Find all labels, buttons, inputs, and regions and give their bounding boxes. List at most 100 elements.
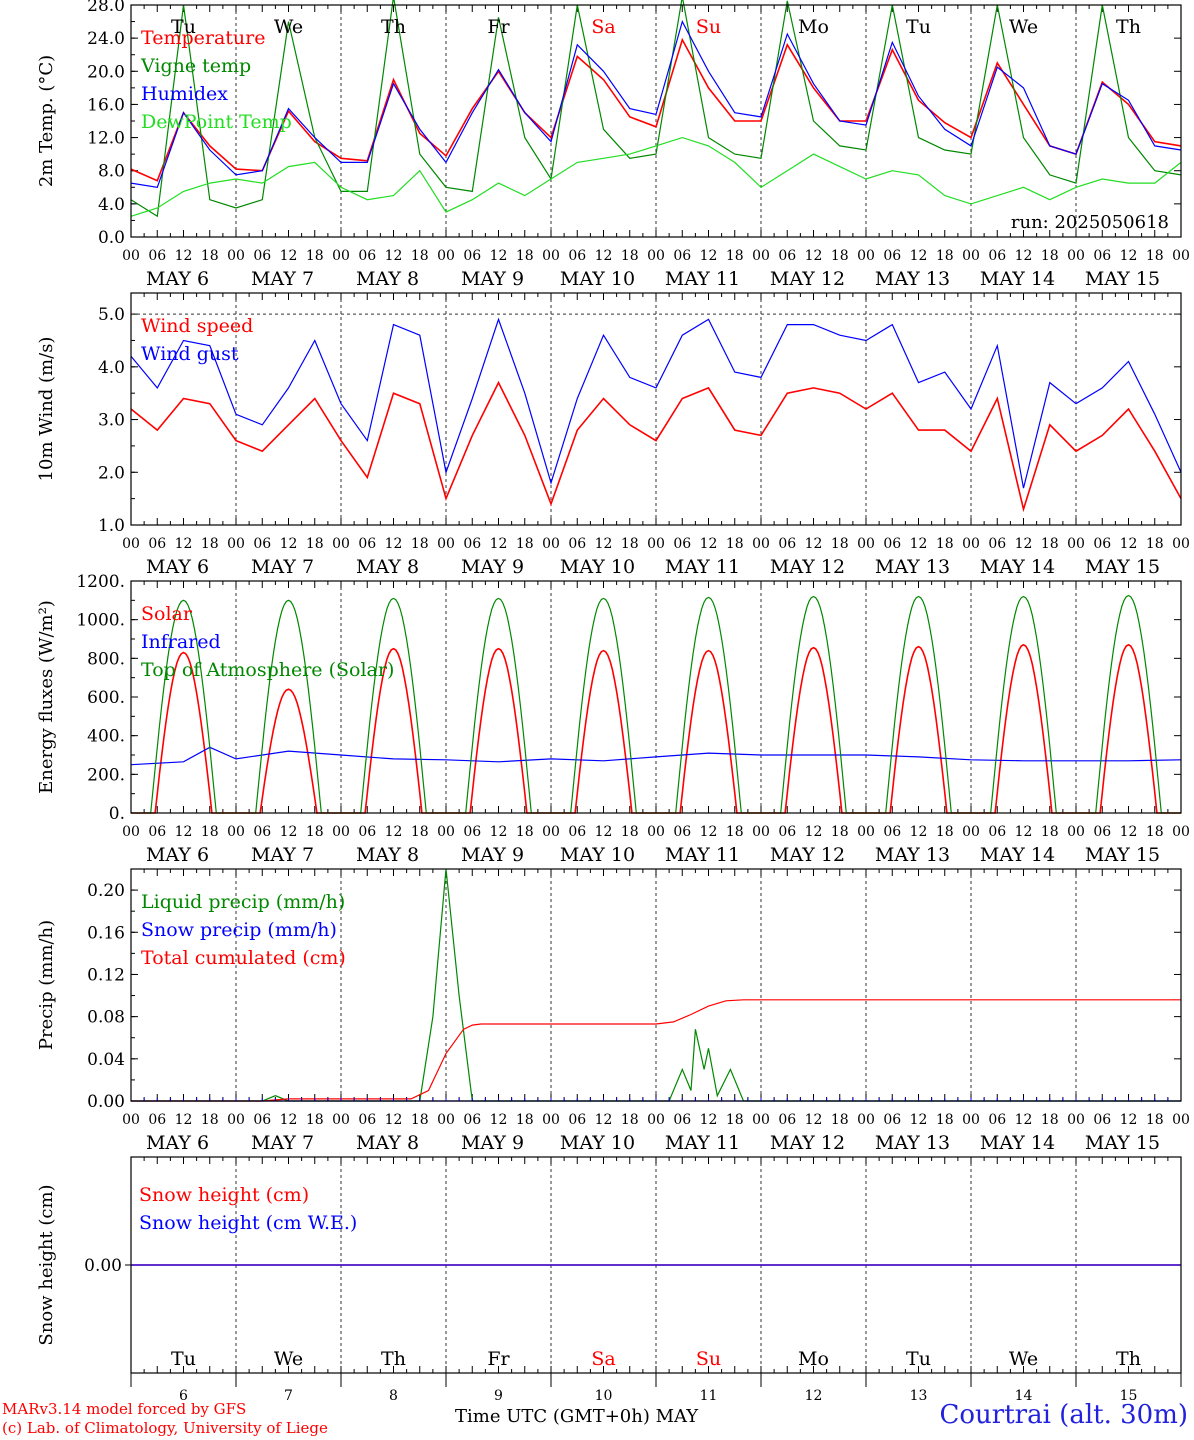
x-date-label: MAY 14: [980, 556, 1055, 578]
x-day-number: 10: [595, 1388, 613, 1404]
y-tick-label: 20.0: [87, 62, 125, 82]
x-hour-label: 00: [857, 248, 875, 264]
x-hour-label: 06: [778, 824, 796, 840]
plot-frame: [130, 4, 1182, 238]
y-tick-label: 28.0: [87, 0, 125, 16]
x-hour-label: 00: [962, 824, 980, 840]
y-axis-label: 2m Temp. (°C): [36, 55, 57, 187]
x-hour-label: 18: [306, 536, 324, 552]
x-date-label: MAY 6: [146, 556, 209, 578]
x-hour-label: 00: [647, 536, 665, 552]
x-hour-label: 18: [1146, 248, 1164, 264]
x-date-label: MAY 12: [770, 844, 845, 866]
y-tick-label: 4.0: [98, 358, 125, 378]
x-hour-label: 00: [332, 536, 350, 552]
legend-entry: DewPoint Temp: [141, 111, 292, 133]
x-date-label: MAY 13: [875, 1132, 950, 1154]
x-hour-label: 18: [936, 536, 954, 552]
y-tick-label: 0.12: [87, 965, 125, 985]
x-hour-label: 00: [857, 824, 875, 840]
y-tick-label: 12.0: [87, 129, 125, 149]
x-hour-label: 18: [1146, 1112, 1164, 1128]
credit-line-1: MARv3.14 model forced by GFS: [2, 1400, 247, 1418]
x-hour-label: 12: [700, 824, 718, 840]
x-hour-label: 06: [673, 824, 691, 840]
x-hour-label: 18: [831, 536, 849, 552]
day-name-label: Tu: [171, 1348, 196, 1370]
x-hour-label: 06: [148, 536, 166, 552]
x-date-label: MAY 7: [251, 1132, 314, 1154]
panel-3: 0. 200. 400. 600. 800. 1000. 1200. Energy fluxe…: [36, 572, 1190, 866]
x-hour-label: 06: [358, 536, 376, 552]
x-date-label: MAY 10: [560, 844, 635, 866]
x-hour-label: 06: [673, 536, 691, 552]
day-name-label: Tu: [906, 16, 931, 38]
x-hour-label: 18: [1041, 824, 1059, 840]
x-day-number: 11: [700, 1388, 718, 1404]
x-hour-label: 12: [1120, 1112, 1138, 1128]
x-hour-label: 00: [647, 248, 665, 264]
day-name-label: Tu: [906, 1348, 931, 1370]
x-hour-label: 18: [1041, 248, 1059, 264]
x-hour-label: 18: [621, 248, 639, 264]
x-hour-label: 12: [280, 824, 298, 840]
x-hour-label: 00: [1172, 536, 1190, 552]
legend-entry: Snow precip (mm/h): [141, 919, 337, 941]
x-hour-label: 18: [831, 824, 849, 840]
x-date-label: MAY 9: [461, 844, 524, 866]
run-label: run: 2025050618: [1011, 212, 1169, 233]
y-tick-label: 1.0: [98, 516, 125, 536]
y-tick-label: 2.0: [98, 463, 125, 483]
y-tick-label: 24.0: [87, 29, 125, 49]
y-tick-label: 400.: [87, 727, 125, 747]
x-hour-label: 12: [910, 536, 928, 552]
x-hour-label: 00: [857, 1112, 875, 1128]
x-day-number: 8: [389, 1388, 398, 1404]
x-hour-label: 18: [936, 1112, 954, 1128]
x-hour-label: 06: [778, 536, 796, 552]
x-hour-label: 00: [752, 248, 770, 264]
x-date-label: MAY 10: [560, 556, 635, 578]
legend-entry: Total cumulated (cm): [141, 947, 346, 969]
x-hour-label: 00: [122, 536, 140, 552]
x-date-label: MAY 13: [875, 556, 950, 578]
x-date-label: MAY 15: [1085, 844, 1160, 866]
panel-1: 0.0 4.0 8.0 12.0 16.0 20.0 24.0 28.0 2m Temp. (°…: [36, 0, 1190, 290]
x-hour-label: 00: [227, 824, 245, 840]
series-line-temperature: [130, 37, 1182, 182]
x-hour-label: 00: [437, 1112, 455, 1128]
x-hour-label: 18: [621, 1112, 639, 1128]
series-line-infrared: [130, 746, 1182, 766]
y-tick-label: 800.: [87, 649, 125, 669]
x-hour-label: 18: [411, 536, 429, 552]
x-hour-label: 06: [988, 248, 1006, 264]
x-hour-label: 18: [516, 824, 534, 840]
x-hour-label: 06: [673, 1112, 691, 1128]
y-tick-label: 1000.: [76, 611, 125, 631]
x-hour-label: 06: [883, 248, 901, 264]
x-date-label: MAY 7: [251, 268, 314, 290]
x-hour-label: 18: [936, 824, 954, 840]
x-hour-label: 18: [726, 1112, 744, 1128]
x-hour-label: 12: [805, 1112, 823, 1128]
x-day-number: 15: [1120, 1388, 1138, 1404]
x-hour-label: 00: [962, 248, 980, 264]
x-hour-label: 12: [175, 824, 193, 840]
x-date-label: MAY 9: [461, 1132, 524, 1154]
x-hour-label: 06: [253, 248, 271, 264]
panel-4: 0.00 0.04 0.08 0.12 0.16 0.20 Precip (mm/h) Liq…: [36, 868, 1190, 1154]
x-hour-label: 18: [936, 248, 954, 264]
x-hour-label: 12: [490, 824, 508, 840]
x-hour-label: 06: [253, 824, 271, 840]
x-hour-label: 18: [1041, 1112, 1059, 1128]
x-hour-label: 12: [910, 248, 928, 264]
x-hour-label: 18: [516, 248, 534, 264]
series-line-wind-speed: [130, 380, 1182, 513]
x-date-label: MAY 6: [146, 268, 209, 290]
x-hour-label: 18: [726, 248, 744, 264]
x-hour-label: 18: [621, 824, 639, 840]
y-tick-label: 0.00: [84, 1256, 122, 1276]
x-hour-label: 12: [700, 248, 718, 264]
x-hour-label: 06: [358, 1112, 376, 1128]
x-hour-label: 06: [463, 536, 481, 552]
